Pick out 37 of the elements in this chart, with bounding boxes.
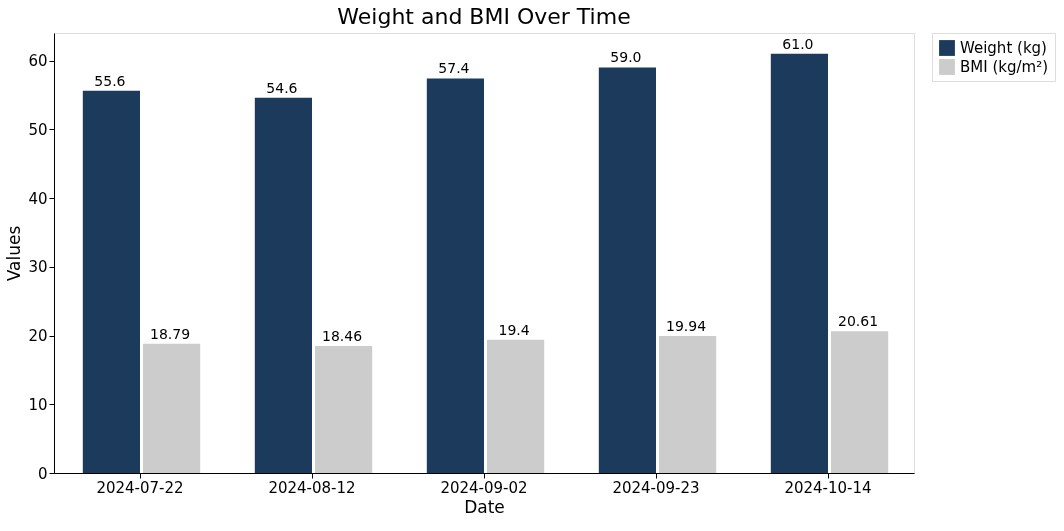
chart-title: Weight and BMI Over Time [337,3,631,29]
legend-label: Weight (kg) [960,39,1047,57]
y-tick-label: 30 [28,258,48,277]
data-label: 59.0 [610,49,642,66]
y-tick-label: 0 [37,464,48,483]
y-tick-label: 20 [28,327,48,345]
data-label: 20.61 [838,313,879,330]
data-label: 18.46 [322,328,363,345]
bar [831,331,889,473]
data-label: 18.79 [150,325,191,342]
x-tick-label: 2024-07-22 [96,478,184,497]
data-label: 19.94 [666,317,707,334]
x-tick-label: 2024-09-02 [440,478,528,497]
bar [487,339,545,473]
bar [143,343,201,473]
data-label: 57.4 [438,60,470,77]
y-tick-label: 50 [28,120,48,139]
bar [659,335,717,473]
data-label: 55.6 [94,72,126,89]
y-tick-label: 40 [28,189,48,208]
y-tick-label: 10 [28,395,48,414]
bar [426,78,484,473]
bar [315,346,373,473]
x-axis-title: Date [464,496,505,517]
y-tick-label: 60 [28,52,48,70]
bar [254,97,312,473]
bar [770,53,828,473]
bar [598,67,656,473]
bar [82,90,140,473]
data-label: 19.4 [498,321,530,338]
x-tick-label: 2024-09-23 [612,478,700,497]
y-axis-title: Values [4,225,25,282]
x-tick-label: 2024-10-14 [784,478,872,497]
x-tick-label: 2024-08-12 [268,478,356,497]
data-label: 54.6 [266,79,298,96]
legend-label: BMI (kg/m²) [960,58,1049,76]
data-label: 61.0 [782,35,814,52]
